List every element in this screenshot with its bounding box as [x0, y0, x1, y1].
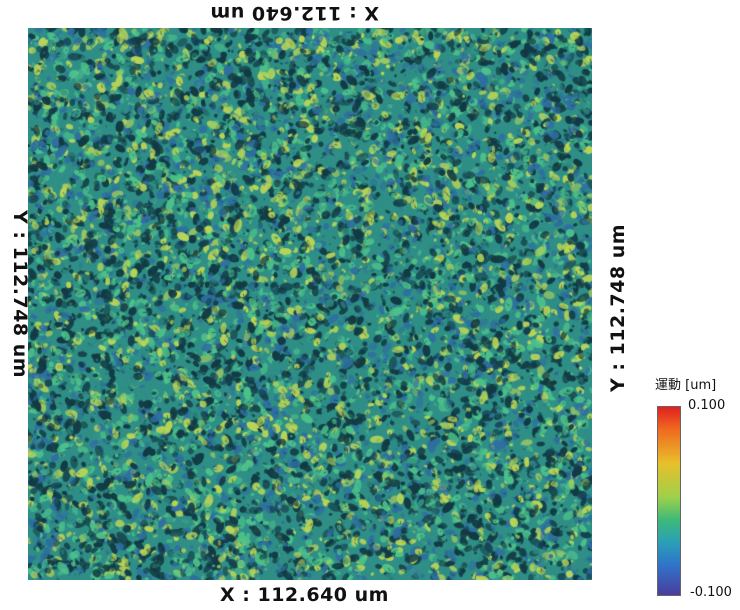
x-axis-label-bottom: X : 112.640 um [220, 584, 389, 606]
color-scale-bar [657, 406, 681, 596]
legend-title: 運動 [um] [655, 378, 717, 393]
x-axis-label-top: X : 112.640 um [210, 2, 379, 24]
y-axis-label-right: Y : 112.748 um [607, 223, 630, 393]
color-scale-max: 0.100 [688, 398, 726, 413]
color-scale-min: -0.100 [690, 585, 732, 600]
surface-height-map [28, 28, 592, 580]
